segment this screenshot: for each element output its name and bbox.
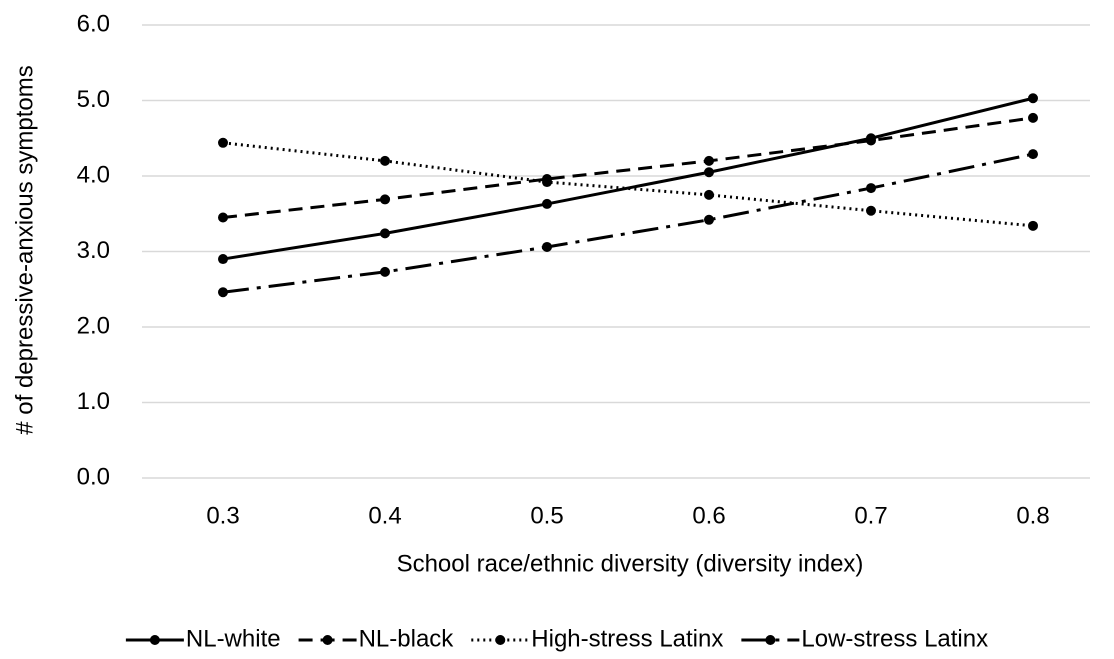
data-point — [866, 183, 876, 194]
x-axis-title: School race/ethnic diversity (diversity … — [397, 550, 864, 577]
series-line — [222, 152, 1034, 294]
data-point — [1028, 112, 1038, 123]
series-line — [222, 141, 1034, 228]
data-point — [542, 198, 552, 209]
legend-label: NL-white — [186, 625, 281, 652]
legend-label: High-stress Latinx — [531, 625, 723, 652]
legend-label: Low-stress Latinx — [801, 625, 988, 652]
series-line — [222, 116, 1034, 220]
data-point — [704, 189, 714, 200]
data-point — [380, 228, 390, 239]
legend-marker — [495, 635, 506, 645]
y-tick-label: 5.0 — [77, 86, 110, 113]
x-tick-label: 0.5 — [530, 502, 563, 529]
data-point — [218, 137, 228, 148]
data-point — [704, 155, 714, 166]
data-point — [380, 266, 390, 277]
legend-marker — [322, 635, 333, 645]
data-point — [704, 167, 714, 178]
legend: NL-white NL-black High-stress Latinx Low-st… — [125, 625, 988, 652]
data-point — [1028, 93, 1038, 104]
data-point — [380, 194, 390, 205]
data-point — [704, 214, 714, 225]
data-point — [866, 135, 876, 146]
y-tick-label: 0.0 — [77, 463, 110, 490]
data-point — [542, 177, 552, 188]
legend-marker — [765, 635, 776, 645]
x-tick-label: 0.8 — [1016, 502, 1049, 529]
y-tick-label: 6.0 — [77, 10, 110, 37]
data-point — [1028, 220, 1038, 231]
data-point — [380, 155, 390, 166]
x-tick-label: 0.7 — [854, 502, 887, 529]
x-tick-label: 0.6 — [692, 502, 725, 529]
x-tick-label: 0.3 — [206, 502, 239, 529]
y-tick-label: 1.0 — [77, 388, 110, 415]
y-tick-label: 4.0 — [77, 161, 110, 188]
data-point — [866, 205, 876, 216]
legend-marker — [149, 635, 160, 645]
y-tick-label: 2.0 — [77, 312, 110, 339]
data-point — [1028, 149, 1038, 160]
legend-label: NL-black — [359, 625, 455, 652]
data-point — [542, 241, 552, 252]
series-line — [222, 96, 1034, 261]
y-axis-title: # of depressive-anxious symptoms — [11, 65, 38, 435]
x-tick-label: 0.4 — [368, 502, 401, 529]
data-point — [218, 212, 228, 223]
data-point — [218, 254, 228, 265]
y-tick-label: 3.0 — [77, 237, 110, 264]
data-point — [218, 287, 228, 298]
